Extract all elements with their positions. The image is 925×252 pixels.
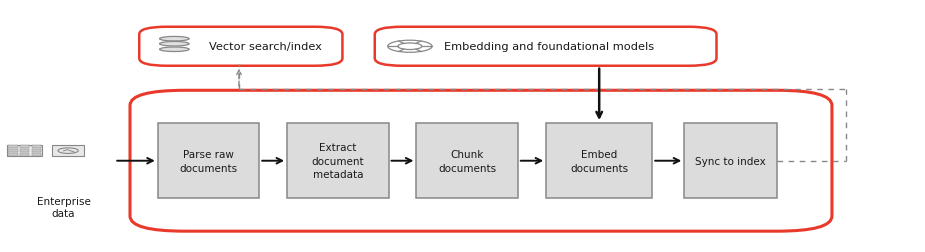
Bar (8, 153, 18, 156)
Text: Embedding and foundational models: Embedding and foundational models (444, 42, 654, 52)
Bar (157, 123, 259, 199)
Bar (53, 145, 84, 157)
Ellipse shape (159, 42, 189, 47)
Text: Embed
documents: Embed documents (570, 149, 628, 173)
Text: Chunk
documents: Chunk documents (438, 149, 496, 173)
Bar (31, 146, 41, 149)
Text: Sync to index: Sync to index (695, 156, 766, 166)
Bar (20, 149, 30, 152)
Bar (287, 123, 388, 199)
Bar (31, 149, 41, 152)
Bar (684, 123, 776, 199)
Bar (416, 123, 518, 199)
Text: Extract
document
metadata: Extract document metadata (312, 143, 364, 180)
Bar (8, 146, 18, 149)
Text: Vector search/index: Vector search/index (208, 42, 321, 52)
Ellipse shape (159, 37, 189, 42)
Bar (7, 145, 43, 157)
FancyBboxPatch shape (375, 28, 717, 67)
Ellipse shape (159, 48, 189, 52)
Bar (20, 153, 30, 156)
Bar (546, 123, 652, 199)
Bar (31, 153, 41, 156)
Text: Enterprise
data: Enterprise data (37, 196, 91, 218)
Bar (20, 146, 30, 149)
Bar (8, 149, 18, 152)
FancyBboxPatch shape (140, 28, 342, 67)
Text: Parse raw
documents: Parse raw documents (179, 149, 238, 173)
